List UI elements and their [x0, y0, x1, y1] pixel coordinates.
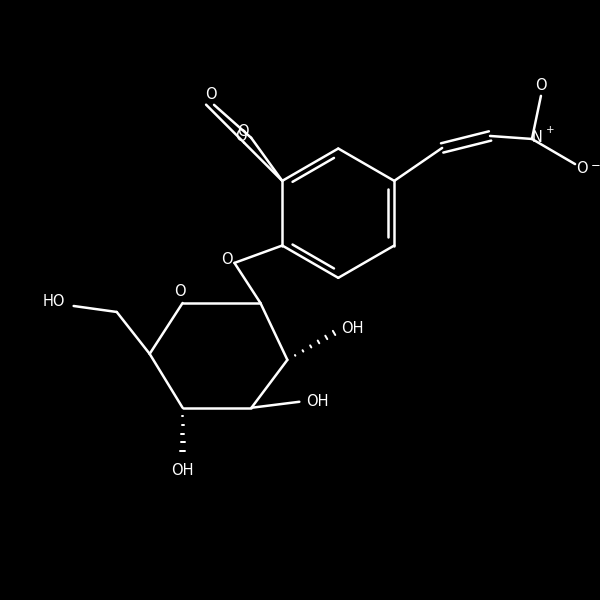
Text: OH: OH: [172, 463, 194, 478]
Text: O: O: [205, 86, 217, 101]
Text: +: +: [545, 125, 554, 135]
Text: O: O: [221, 253, 232, 268]
Text: O: O: [174, 284, 185, 299]
Text: HO: HO: [42, 293, 65, 308]
Text: O: O: [235, 129, 247, 144]
Text: −: −: [591, 159, 600, 172]
Text: O: O: [577, 161, 588, 176]
Text: OH: OH: [307, 394, 329, 409]
Text: O: O: [535, 77, 547, 92]
Text: N: N: [532, 130, 542, 145]
Text: OH: OH: [341, 320, 364, 335]
Text: O: O: [238, 124, 249, 139]
